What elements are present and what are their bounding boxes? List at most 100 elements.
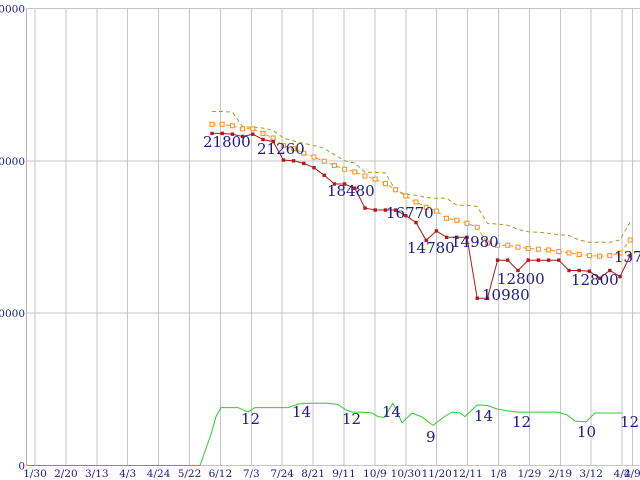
series-store-count [27,402,622,466]
price-point-label: 18480 [327,182,375,200]
count-point-label: 12 [241,410,260,428]
x-axis-tick-label: 1/8 [490,468,507,480]
price-point-label: 16770 [386,204,434,222]
marker-avg-price [372,176,378,182]
marker-avg-price [515,244,521,250]
marker-min-price [210,131,214,136]
x-axis-tick-label: 10/30 [391,468,421,480]
x-axis-tick-label: 1/29 [518,468,542,480]
count-point-label: 14 [292,403,311,421]
marker-min-price [414,220,418,225]
price-point-label: 14980 [451,233,499,251]
marker-min-price [536,258,541,262]
marker-avg-price [352,169,358,175]
marker-min-price [526,258,530,262]
price-point-label: 12800 [571,271,619,289]
x-axis-tick-label: 12/11 [452,468,482,480]
x-axis-tick-label: 4/24 [147,468,171,480]
marker-avg-price [423,204,429,210]
marker-avg-price [535,246,541,252]
x-axis-tick-label: 11/20 [422,468,452,480]
marker-avg-price [505,242,511,248]
marker-avg-price [484,240,490,246]
y-axis-tick-label: 20000 [0,156,25,168]
marker-avg-price [444,215,450,221]
marker-avg-price [586,253,592,259]
marker-avg-price [393,187,399,193]
marker-min-price [291,159,296,163]
marker-avg-price [454,217,460,223]
marker-min-price [618,274,622,279]
marker-min-price [220,131,224,136]
marker-min-price [322,173,326,178]
marker-min-price [475,296,479,300]
x-axis-tick-label: 2/20 [54,468,78,480]
marker-min-price [434,229,439,233]
marker-min-price [444,235,449,240]
x-axis-tick-label: 2/19 [549,468,573,480]
marker-min-price [271,139,275,144]
marker-min-price [261,137,265,142]
count-point-label: 10 [577,423,596,441]
x-axis-tick-label: 7/3 [243,468,260,480]
price-point-label: 10980 [482,286,530,304]
marker-avg-price [229,123,235,129]
count-point-label: 12 [620,413,639,431]
marker-min-price [393,208,398,212]
marker-min-price [597,276,602,280]
price-point-label: 21260 [257,140,305,158]
marker-min-price [546,258,551,262]
marker-avg-price [525,245,531,251]
marker-avg-price [260,130,266,136]
price-point-label: 21800 [203,133,251,151]
y-axis-tick-label: 30000 [0,4,25,16]
x-axis-tick-label: 6/12 [209,468,233,480]
marker-min-price [281,158,286,162]
price-point-label: 13780 [614,248,640,266]
marker-avg-price [301,150,307,156]
marker-avg-price [413,199,419,205]
marker-min-price [404,213,408,218]
y-axis-tick-label: 10000 [0,308,25,320]
x-axis-tick-label: 3/12 [579,468,603,480]
marker-avg-price [566,250,572,256]
marker-avg-price [209,121,215,127]
marker-min-price [516,268,520,273]
marker-min-price [383,208,388,212]
count-point-label: 12 [512,413,531,431]
marker-min-price [587,269,592,273]
marker-avg-price [464,220,470,226]
x-axis-tick-label: 5/22 [178,468,202,480]
marker-min-price [628,253,632,258]
x-axis-tick-label: 9/11 [332,468,356,480]
marker-min-price [251,132,255,136]
marker-avg-price [362,173,368,179]
marker-min-price [485,296,490,300]
marker-avg-price [382,181,388,187]
x-axis-tick-label: 4/2 [614,468,631,480]
marker-avg-price [607,253,613,259]
marker-avg-price [219,121,225,127]
x-axis-tick-label: 4/3 [119,468,136,480]
marker-min-price [353,186,357,190]
count-point-label: 12 [342,410,361,428]
count-point-label: 14 [382,403,401,421]
marker-avg-price [495,242,501,248]
marker-avg-price [321,158,327,164]
marker-avg-price [331,162,337,168]
count-point-label: 9 [426,428,436,446]
marker-avg-price [311,154,317,160]
marker-avg-price [627,237,633,243]
marker-avg-price [576,252,582,258]
count-point-label: 14 [474,407,493,425]
marker-min-price [312,165,316,170]
marker-min-price [302,161,306,166]
marker-avg-price [280,143,286,149]
x-axis-tick-label: 3/13 [85,468,109,480]
series-min-price [212,132,631,299]
marker-min-price [567,268,571,273]
y-axis-tick-label: 0 [18,461,25,473]
marker-avg-price [597,253,603,259]
